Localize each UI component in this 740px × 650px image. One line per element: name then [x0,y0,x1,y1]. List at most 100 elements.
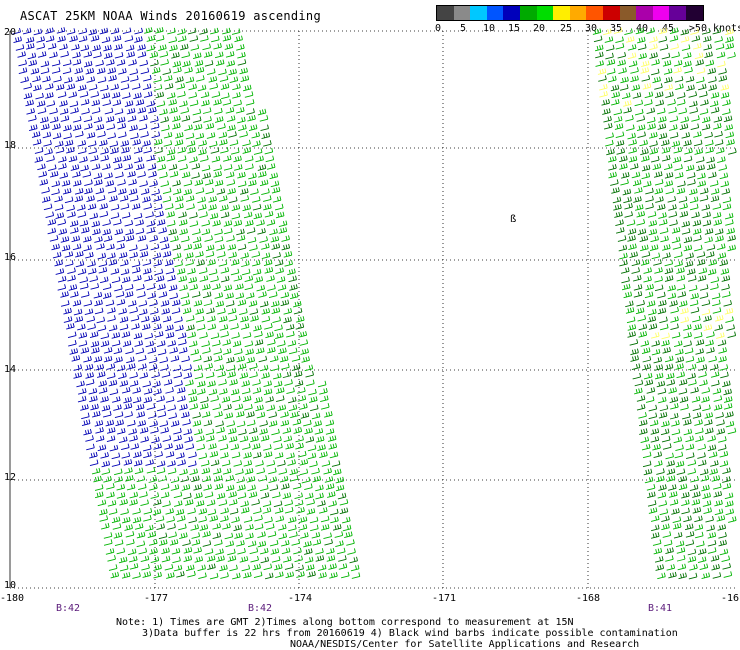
wind-barb [220,211,230,219]
y-tick-label: 12 [4,472,17,483]
wind-barb [706,331,715,338]
wind-barb [305,564,315,571]
legend-swatch [470,6,487,20]
wind-barb [60,300,70,307]
wind-barb [93,172,103,180]
wind-barb [290,411,299,419]
wind-barb [260,434,270,442]
wind-barb [621,283,631,291]
wind-barb [265,396,274,403]
wind-barb [164,83,174,90]
wind-barb [40,116,49,124]
wind-barb [204,363,213,370]
wind-barb [110,83,119,91]
legend-label: 15 [507,23,521,34]
wind-barb [336,547,346,555]
wind-barb [293,307,303,315]
wind-barb [128,300,137,307]
wind-barb [202,283,211,291]
wind-barb [132,139,141,146]
wind-barb [631,267,640,274]
wind-barb [102,163,111,170]
wind-barb [197,564,206,572]
wind-barb [236,228,245,236]
wind-barb [330,516,339,524]
wind-barb [669,124,678,131]
wind-barb [149,235,159,242]
wind-barb [80,98,90,106]
wind-barb [304,427,313,435]
wind-barb [695,531,704,539]
footnote-line-3: NOAA/NESDIS/Center for Satellite Applica… [290,639,640,650]
wind-barb [107,132,117,140]
wind-barb [187,331,197,339]
wind-barb [308,388,317,396]
wind-barb [81,412,90,420]
wind-barb [720,371,729,379]
wind-barb [105,299,115,307]
wind-barb [76,380,85,388]
wind-barb [623,291,633,299]
wind-barb [271,556,281,563]
wind-barb [641,60,650,67]
wind-barb [636,299,645,307]
wind-barb [244,283,254,291]
legend-swatch [437,6,454,20]
wind-barb [613,108,623,116]
wind-barb [215,59,225,67]
wind-barb [690,123,700,131]
wind-barb [250,435,259,443]
wind-barb [189,403,199,410]
wind-barb [158,44,167,51]
wind-barb [97,76,107,84]
wind-barb [727,331,737,338]
wind-barb [168,412,178,420]
wind-barb [139,308,148,316]
wind-barb [269,228,278,236]
wind-barb [207,315,216,323]
wind-barb [643,275,652,283]
wind-barb [73,364,83,371]
wind-barb [648,412,658,420]
wind-barb [323,467,332,475]
wind-barb [183,243,193,251]
wind-barb [690,292,699,300]
wind-barb [634,187,643,194]
wind-barb [703,507,712,514]
wind-barb [678,572,687,580]
wind-barb [220,267,230,274]
wind-barb [173,491,183,499]
wind-barb [718,68,727,75]
wind-barb [705,251,715,258]
wind-barb [619,252,628,260]
wind-barb [351,572,361,579]
wind-barb [183,179,193,187]
wind-barb [156,523,165,530]
wind-barb [279,475,289,483]
wind-barb [118,372,127,379]
wind-barb [129,195,139,202]
wind-barb [650,436,660,443]
wind-barb [264,322,273,330]
wind-barb [112,396,121,403]
wind-barb [184,499,194,506]
wind-barb [234,403,244,411]
wind-barb [627,235,636,242]
wind-barb [638,52,647,60]
wind-barb [91,467,101,475]
wind-barb [158,539,168,546]
wind-barb [187,570,196,578]
wind-barb [722,482,732,490]
wind-barb [163,131,173,139]
wind-barb [629,163,639,170]
wind-barb [703,324,713,331]
wind-barb [320,524,330,531]
wind-barb [248,300,258,307]
wind-barb [51,188,60,196]
wind-barb [305,370,314,378]
wind-barb [179,468,188,476]
wind-barb [299,403,308,410]
wind-barb [683,340,692,348]
wind-barb [204,491,214,499]
wind-barb [719,172,729,180]
